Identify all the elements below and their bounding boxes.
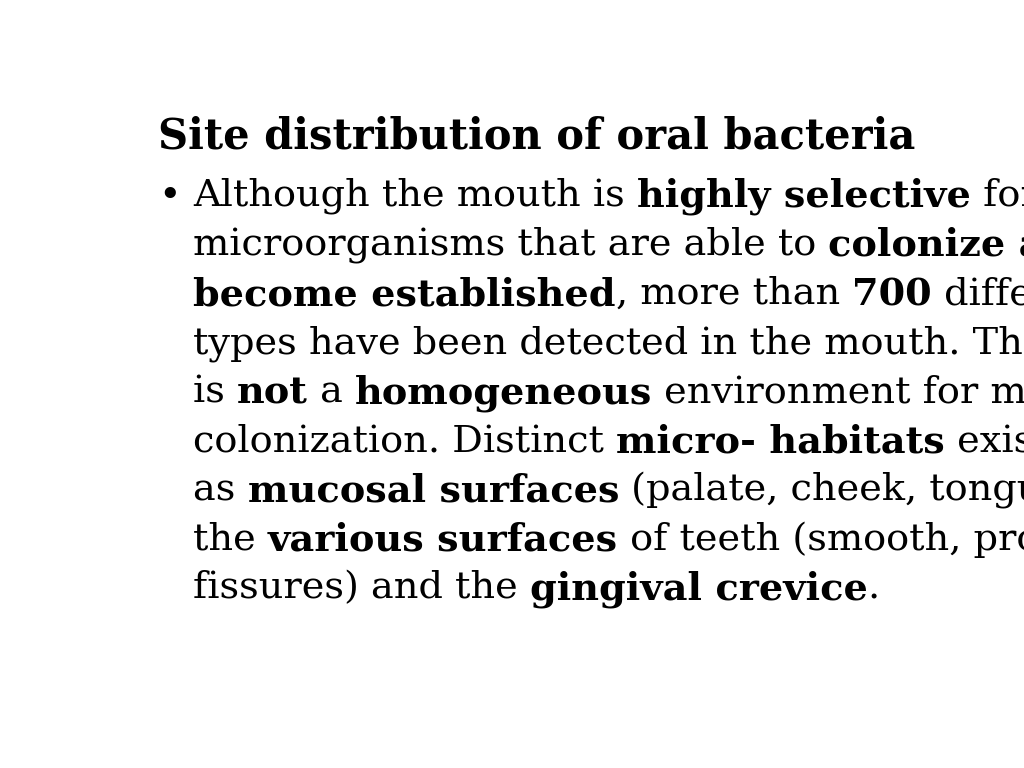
Text: various surfaces: various surfaces: [268, 521, 618, 558]
Text: , more than: , more than: [615, 276, 852, 312]
Text: not: not: [238, 374, 308, 411]
Text: as: as: [194, 472, 248, 508]
Text: gingival crevice: gingival crevice: [530, 571, 867, 608]
Text: environment for microbial: environment for microbial: [652, 374, 1024, 410]
Text: Site distribution of oral bacteria: Site distribution of oral bacteria: [158, 116, 915, 157]
Text: (palate, cheek, tongue, etc.),: (palate, cheek, tongue, etc.),: [620, 472, 1024, 509]
Text: types have been detected in the mouth. The mouth: types have been detected in the mouth. T…: [194, 325, 1024, 362]
Text: .: .: [867, 571, 880, 607]
Text: colonization. Distinct: colonization. Distinct: [194, 423, 616, 459]
Text: highly selective: highly selective: [637, 178, 971, 215]
Text: become established: become established: [194, 276, 615, 313]
Text: micro- habitats: micro- habitats: [616, 423, 945, 460]
Text: the: the: [194, 521, 268, 558]
Text: colonize and: colonize and: [828, 227, 1024, 264]
Text: a: a: [308, 374, 355, 410]
Text: Although the mouth is: Although the mouth is: [194, 178, 637, 214]
Text: fissures) and the: fissures) and the: [194, 571, 530, 607]
Text: of teeth (smooth, proximal,: of teeth (smooth, proximal,: [618, 521, 1024, 558]
Text: exist such: exist such: [945, 423, 1024, 459]
Text: •: •: [158, 178, 181, 214]
Text: different: different: [932, 276, 1024, 312]
Text: homogeneous: homogeneous: [355, 374, 652, 412]
Text: 700: 700: [852, 276, 932, 313]
Text: microorganisms that are able to: microorganisms that are able to: [194, 227, 828, 263]
Text: for the: for the: [971, 178, 1024, 214]
Text: is: is: [194, 374, 238, 410]
Text: mucosal surfaces: mucosal surfaces: [248, 472, 620, 509]
